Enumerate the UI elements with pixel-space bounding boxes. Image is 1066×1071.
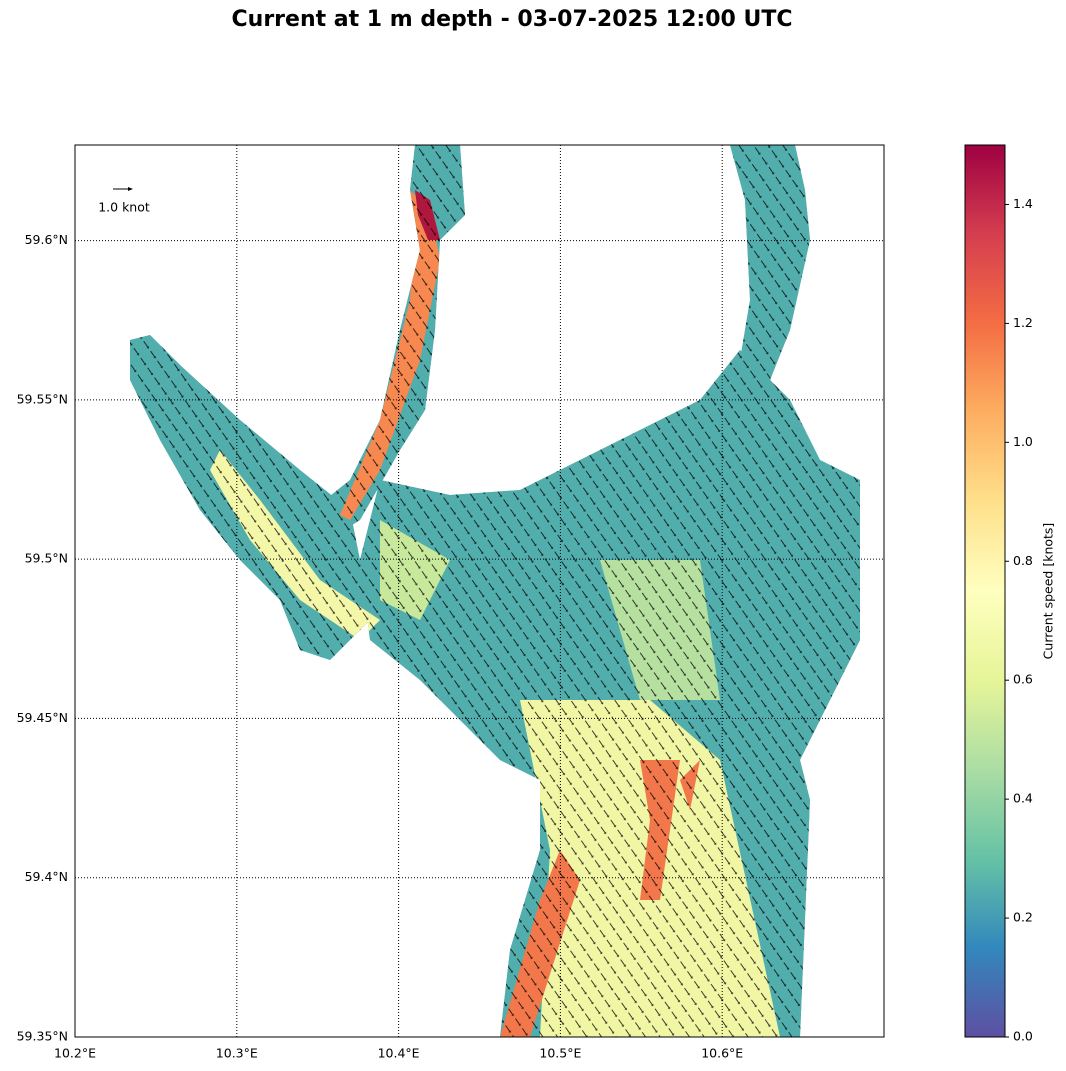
x-tick-label: 10.2°E [54,1046,96,1061]
axes-frame [74,144,885,1038]
y-tick-label: 59.35°N [17,1029,68,1044]
x-tick-label: 10.4°E [378,1046,420,1061]
quiver-key-head [128,187,133,191]
colorbar-tick-label: 1.0 [1013,434,1033,449]
x-tick-label: 10.3°E [216,1046,258,1061]
y-tick-label: 59.45°N [17,710,68,725]
quiver-key-label: 1.0 knot [98,200,150,215]
colorbar-tick-label: 1.4 [1013,196,1033,211]
chart-title: Current at 1 m depth - 03-07-2025 12:00 … [232,7,793,32]
colorbar-tick-label: 0.4 [1013,791,1033,806]
y-tick-label: 59.5°N [25,551,68,566]
y-tick-label: 59.4°N [25,869,68,884]
colorbar [964,144,1006,1038]
colorbar-tick-label: 1.2 [1013,315,1033,330]
colorbar-tick-label: 0.2 [1013,910,1033,925]
colorbar-tick-label: 0.8 [1013,553,1033,568]
water-field [130,145,860,1037]
y-tick-label: 59.6°N [25,232,68,247]
colorbar-tick-label: 0.0 [1013,1029,1033,1044]
colorbar-label: Current speed [knots] [1041,523,1056,660]
x-tick-label: 10.5°E [539,1046,581,1061]
colorbar-tick-label: 0.6 [1013,672,1033,687]
x-tick-label: 10.6°E [701,1046,743,1061]
y-tick-label: 59.55°N [17,391,68,406]
